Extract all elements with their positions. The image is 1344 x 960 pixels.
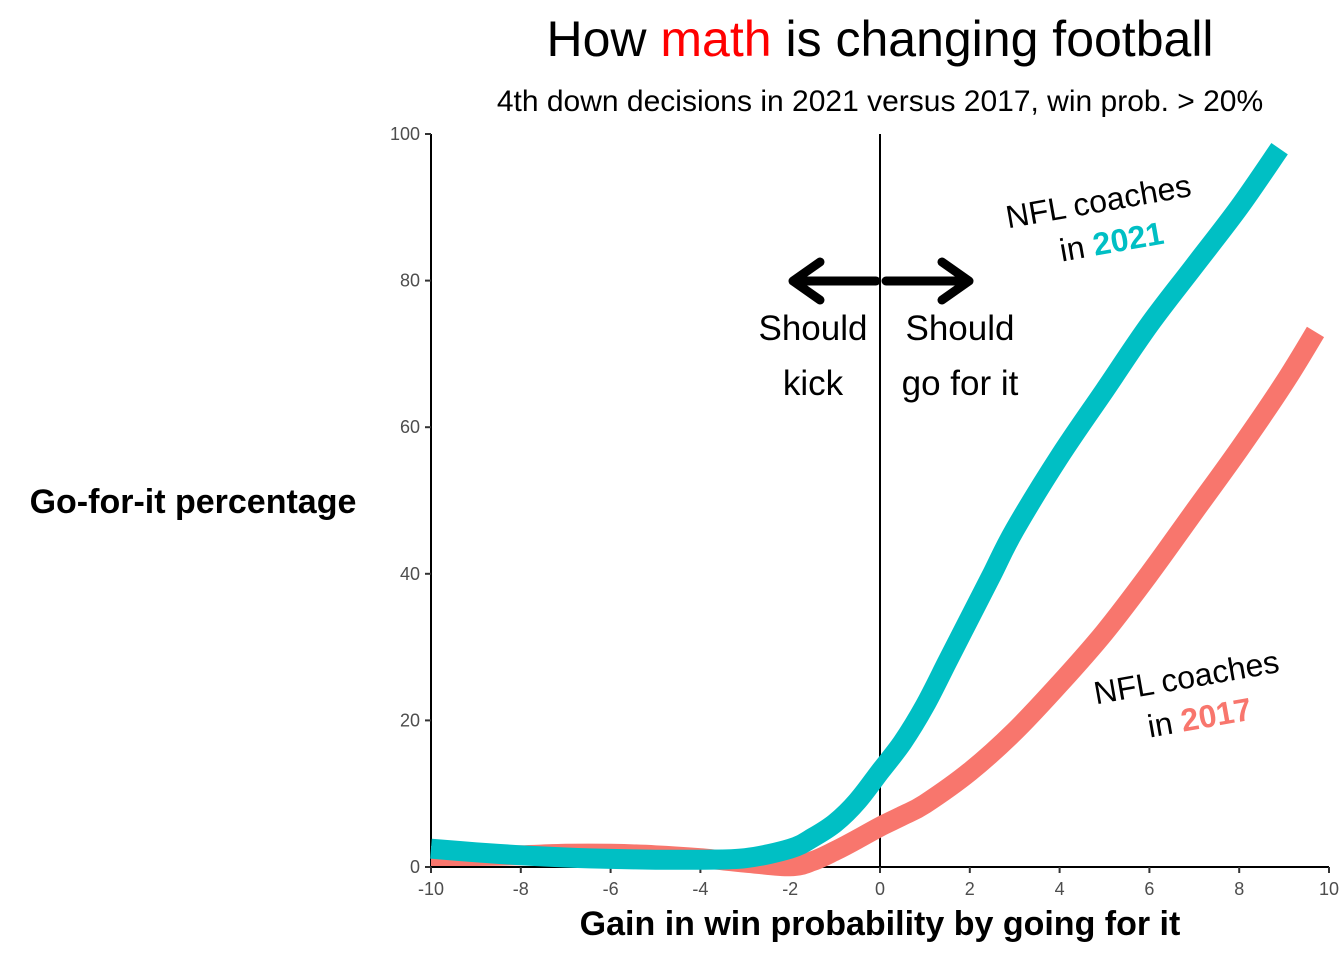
title-after: is changing football: [772, 11, 1214, 67]
x-tick-label: -8: [513, 879, 529, 899]
y-tick-label: 40: [400, 564, 420, 584]
x-tick-label: -2: [782, 879, 798, 899]
y-tick-label: 20: [400, 710, 420, 730]
right-arrow-icon: [881, 257, 974, 305]
x-tick-label: 2: [965, 879, 975, 899]
chart-title: How math is changing football: [546, 11, 1213, 67]
x-tick-label: 10: [1319, 879, 1339, 899]
x-tick-label: 8: [1234, 879, 1244, 899]
should-go-line1: Should: [906, 309, 1015, 348]
x-tick-label: -10: [418, 879, 444, 899]
label-2021: NFL coaches in 2021: [1003, 167, 1194, 268]
label-2017: NFL coaches in 2017: [1091, 643, 1282, 744]
left-arrow-icon: [788, 257, 881, 305]
label-2021-year: 2021: [1090, 215, 1166, 263]
title-before: How: [546, 11, 660, 67]
x-axis-title: Gain in win probability by going for it: [580, 905, 1181, 943]
should-kick-line1: Should: [759, 309, 868, 348]
x-tick-label: 4: [1055, 879, 1065, 899]
title-highlight: math: [660, 11, 771, 67]
label-2017-year: 2017: [1178, 691, 1254, 739]
y-tick-label: 80: [400, 271, 420, 291]
direction-arrows: [788, 257, 974, 305]
x-tick-label: -4: [692, 879, 708, 899]
x-tick-label: 6: [1144, 879, 1154, 899]
chart-subtitle: 4th down decisions in 2021 versus 2017, …: [497, 85, 1263, 118]
x-tick-label: -6: [603, 879, 619, 899]
should-kick-line2: kick: [783, 364, 844, 403]
should-go-line2: go for it: [902, 364, 1019, 403]
y-tick-label: 60: [400, 417, 420, 437]
label-2017-prefix: in: [1145, 703, 1185, 744]
axes: 0 20 40 60 80 100 -10 -8 -6 -4 -2 0 2 4 6 8 10: [390, 124, 1339, 899]
y-tick-label: 0: [410, 857, 420, 877]
label-2021-prefix: in: [1057, 227, 1097, 268]
x-tick-label: 0: [875, 879, 885, 899]
series-layer: [430, 143, 1325, 877]
series-line-2021: [430, 143, 1288, 870]
y-axis-title: Go-for-it percentage: [30, 483, 357, 521]
y-tick-label: 100: [390, 124, 420, 144]
